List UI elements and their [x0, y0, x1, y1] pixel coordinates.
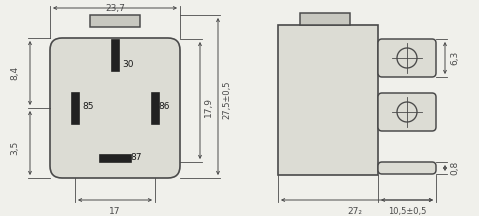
Text: 10,5±0,5: 10,5±0,5	[388, 207, 426, 216]
FancyBboxPatch shape	[378, 93, 436, 131]
FancyBboxPatch shape	[378, 39, 436, 77]
Bar	[111, 39, 119, 71]
Text: 8,4: 8,4	[10, 66, 19, 80]
Text: 27₂: 27₂	[347, 207, 363, 216]
Text: 17: 17	[109, 207, 121, 216]
Text: 30: 30	[122, 60, 134, 69]
Bar	[151, 92, 159, 124]
Text: 3,5: 3,5	[10, 141, 19, 155]
Bar	[99, 154, 131, 162]
Bar	[300, 13, 350, 25]
Text: 87: 87	[130, 153, 141, 162]
FancyBboxPatch shape	[378, 162, 436, 174]
Bar	[90, 15, 140, 27]
Text: 17,9: 17,9	[204, 97, 213, 117]
Text: 23,7: 23,7	[105, 4, 125, 13]
Text: 6,3: 6,3	[450, 51, 459, 65]
Text: 85: 85	[82, 102, 93, 111]
Bar	[71, 92, 79, 124]
Text: 27,5±0,5: 27,5±0,5	[222, 81, 231, 119]
FancyBboxPatch shape	[50, 38, 180, 178]
Bar	[278, 25, 378, 175]
Text: 0,8: 0,8	[450, 161, 459, 175]
Text: 86: 86	[158, 102, 170, 111]
